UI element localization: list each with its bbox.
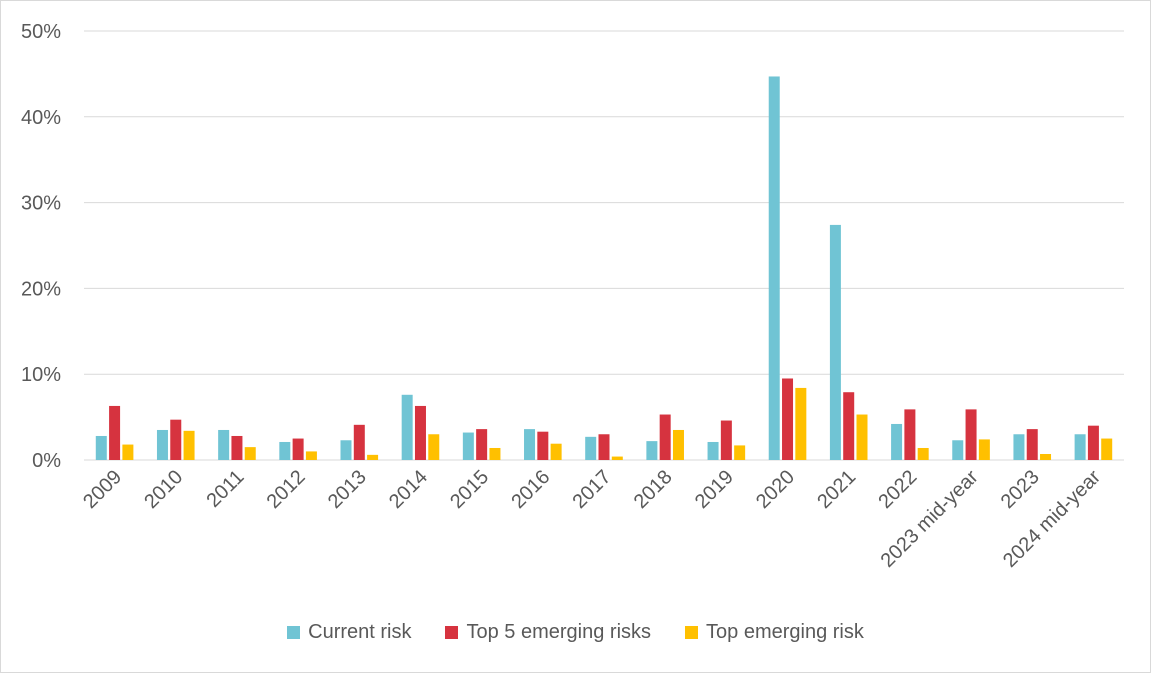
legend-swatch-current-risk [287, 626, 301, 639]
bar-current-risk-2017 [585, 436, 597, 460]
y-tick-label: 20% [21, 278, 61, 300]
bar-current-risk-2020 [768, 76, 780, 460]
bar-top-5-emerging-risks-2023 [1026, 429, 1038, 460]
bar-top-emerging-risk-2009 [122, 444, 134, 460]
x-tick-label: 2020 [752, 466, 799, 513]
x-tick-label: 2021 [813, 466, 860, 513]
x-tick-label: 2017 [569, 466, 616, 513]
bar-top-5-emerging-risks-2011 [231, 435, 243, 460]
x-tick-label: 2022 [874, 466, 921, 513]
y-tick-label: 40% [21, 107, 61, 129]
x-tick-label: 2011 [203, 466, 249, 512]
bar-top-5-emerging-risks-2024-mid-year [1087, 425, 1099, 460]
bar-top-5-emerging-risks-2019 [720, 420, 732, 460]
bar-top-5-emerging-risks-2018 [659, 414, 671, 460]
bar-current-risk-2019 [707, 441, 719, 460]
y-tick-label: 0% [32, 450, 61, 472]
bar-top-5-emerging-risks-2021 [843, 392, 855, 460]
bar-top-5-emerging-risks-2023-mid-year [965, 409, 977, 460]
legend-item-top-5-emerging-risks: Top 5 emerging risks [445, 621, 651, 644]
x-tick-label: 2019 [691, 466, 738, 513]
bar-current-risk-2022 [891, 423, 903, 460]
bar-current-risk-2021 [829, 224, 841, 460]
bar-top-emerging-risk-2014 [428, 434, 440, 460]
bar-current-risk-2010 [156, 429, 168, 460]
bar-top-emerging-risk-2019 [734, 445, 746, 460]
bar-current-risk-2012 [279, 441, 291, 460]
bar-current-risk-2014 [401, 394, 413, 460]
x-tick-label: 2013 [324, 466, 371, 513]
x-tick-label: 2023 [997, 466, 1044, 513]
bar-top-5-emerging-risks-2017 [598, 434, 610, 460]
bar-current-risk-2024-mid-year [1074, 434, 1086, 460]
bar-top-emerging-risk-2024-mid-year [1101, 438, 1113, 460]
bar-top-emerging-risk-2020 [795, 387, 807, 460]
bar-top-5-emerging-risks-2009 [109, 405, 121, 460]
x-tick-label: 2012 [263, 466, 310, 513]
bar-top-5-emerging-risks-2016 [537, 431, 549, 460]
x-tick-label: 2018 [630, 466, 677, 513]
bar-current-risk-2015 [462, 432, 474, 460]
x-tick-label: 2014 [385, 466, 432, 513]
bar-top-5-emerging-risks-2022 [904, 409, 916, 460]
bar-current-risk-2013 [340, 440, 352, 460]
bar-top-emerging-risk-2013 [367, 454, 379, 460]
bar-top-5-emerging-risks-2020 [782, 378, 794, 460]
bar-current-risk-2023-mid-year [952, 440, 964, 460]
bar-top-emerging-risk-2021 [856, 414, 868, 460]
x-tick-label: 2015 [446, 466, 493, 513]
bar-top-emerging-risk-2018 [672, 429, 684, 460]
bar-current-risk-2023 [1013, 434, 1025, 460]
bar-current-risk-2011 [218, 429, 230, 460]
bar-top-5-emerging-risks-2015 [476, 429, 488, 460]
bar-top-5-emerging-risks-2012 [292, 438, 304, 460]
legend-label-top-5-emerging-risks: Top 5 emerging risks [466, 621, 652, 643]
legend-item-top-emerging-risk: Top emerging risk [685, 621, 864, 644]
legend-swatch-top-emerging-risk [685, 626, 699, 639]
legend-swatch-top-5-emerging-risks [445, 626, 459, 639]
bar-top-emerging-risk-2023-mid-year [978, 439, 990, 460]
bar-current-risk-2018 [646, 441, 658, 460]
bar-top-5-emerging-risks-2010 [170, 419, 182, 460]
x-tick-label: 2016 [507, 466, 554, 513]
bar-top-emerging-risk-2022 [917, 447, 929, 460]
bar-top-emerging-risk-2011 [244, 447, 256, 460]
bar-current-risk-2009 [95, 435, 107, 460]
y-tick-label: 50% [21, 21, 61, 43]
bar-top-5-emerging-risks-2014 [414, 405, 426, 460]
x-tick-label: 2009 [79, 466, 126, 513]
chart-legend: Current risk Top 5 emerging risks Top em… [0, 621, 1151, 644]
bar-current-risk-2016 [524, 429, 536, 460]
legend-item-current-risk: Current risk [287, 621, 411, 644]
y-tick-label: 10% [21, 364, 61, 386]
bar-top-emerging-risk-2017 [611, 456, 623, 460]
bar-top-emerging-risk-2012 [305, 451, 317, 460]
legend-label-current-risk: Current risk [308, 621, 412, 643]
legend-label-top-emerging-risk: Top emerging risk [706, 621, 864, 643]
x-tick-label: 2010 [140, 466, 187, 513]
bar-top-emerging-risk-2023 [1040, 453, 1052, 460]
y-tick-label: 30% [21, 193, 61, 215]
bar-top-emerging-risk-2010 [183, 430, 195, 460]
bar-top-5-emerging-risks-2013 [353, 424, 365, 460]
bar-top-emerging-risk-2015 [489, 447, 501, 460]
bar-top-emerging-risk-2016 [550, 443, 562, 460]
